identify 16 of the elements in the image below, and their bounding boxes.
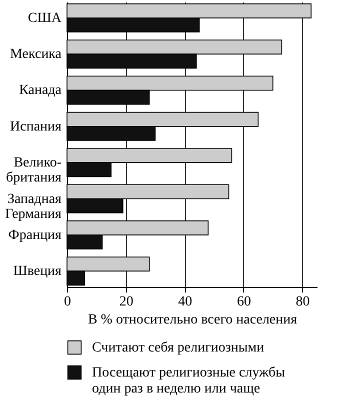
x-tick-label: 60 <box>236 294 251 310</box>
y-tick-label: Западная Германия <box>5 192 62 222</box>
x-tick-label: 20 <box>119 294 134 310</box>
y-tick-label: Франция <box>8 228 62 243</box>
y-tick-label: США <box>28 10 62 26</box>
y-tick-label: Велико- британия <box>6 156 62 186</box>
x-tick-label: 0 <box>64 294 71 310</box>
y-tick-label: Швеция <box>13 264 62 280</box>
legend-label: Считают себя религиозными <box>92 340 265 356</box>
x-axis-title: В % относительно всего населения <box>88 312 298 328</box>
x-tick-label: 80 <box>296 294 310 310</box>
y-tick-label: Канада <box>19 83 62 98</box>
legend-label: Посещают религиозные службы один раз в неделю или чаще <box>92 366 286 396</box>
y-tick-label: Испания <box>10 119 62 134</box>
x-tick-label: 40 <box>178 294 192 310</box>
y-tick-label: Мексика <box>10 47 62 62</box>
